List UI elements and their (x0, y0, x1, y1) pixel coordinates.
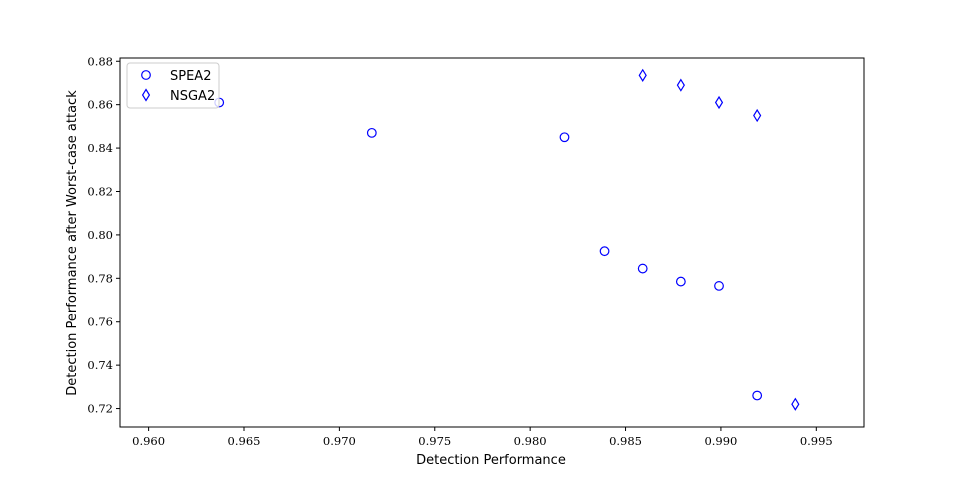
nsga2-point (714, 95, 724, 110)
x-axis-label: Detection Performance (416, 453, 566, 468)
legend: SPEA2 NSGA2 (126, 62, 220, 109)
spea2-point (637, 263, 648, 274)
y-tick-label: 0.86 (87, 98, 113, 112)
nsga2-point (676, 78, 685, 92)
x-tick-label: 0.980 (514, 434, 547, 448)
y-tick-label: 0.72 (87, 402, 113, 416)
plot-area (119, 57, 865, 428)
x-tick-label: 0.970 (323, 434, 356, 448)
x-tick-label: 0.985 (609, 434, 642, 448)
data-points (214, 68, 800, 411)
spea2-point (559, 132, 570, 143)
nsga2-point (753, 108, 762, 123)
plot-border (119, 57, 865, 428)
y-tick-label: 0.78 (87, 271, 113, 285)
spea2-point (599, 246, 610, 257)
nsga2-point (791, 397, 800, 411)
y-axis: 0.72 0.74 0.76 0.78 0.80 0.82 0.84 0.86 0.88 (87, 54, 120, 416)
series-spea2 (214, 97, 763, 401)
spea2-point (675, 276, 686, 287)
legend-marker-nsga2 (141, 88, 151, 102)
y-tick-label: 0.82 (87, 184, 113, 198)
series-nsga2 (638, 68, 800, 411)
spea2-point (366, 127, 377, 138)
nsga2-point (638, 68, 647, 83)
y-tick-label: 0.88 (87, 54, 113, 68)
legend-marker-spea2 (141, 70, 151, 80)
y-axis-label: Detection Performance after Worst-case a… (65, 90, 80, 396)
y-tick-label: 0.80 (87, 228, 113, 242)
x-tick-label: 0.960 (132, 434, 165, 448)
y-tick-label: 0.76 (87, 315, 113, 329)
x-tick-label: 0.975 (418, 434, 451, 448)
x-axis: 0.960 0.965 0.970 0.975 0.980 0.985 0.990 0.995 (132, 427, 833, 448)
x-tick-label: 0.965 (228, 434, 261, 448)
legend-label-spea2: SPEA2 (170, 69, 211, 84)
legend-label-nsga2: NSGA2 (170, 89, 215, 104)
x-tick-label: 0.990 (704, 434, 737, 448)
y-tick-label: 0.74 (87, 358, 113, 372)
x-tick-label: 0.995 (800, 434, 833, 448)
spea2-point (752, 390, 763, 401)
spea2-point (714, 281, 724, 291)
y-tick-label: 0.84 (87, 141, 113, 155)
